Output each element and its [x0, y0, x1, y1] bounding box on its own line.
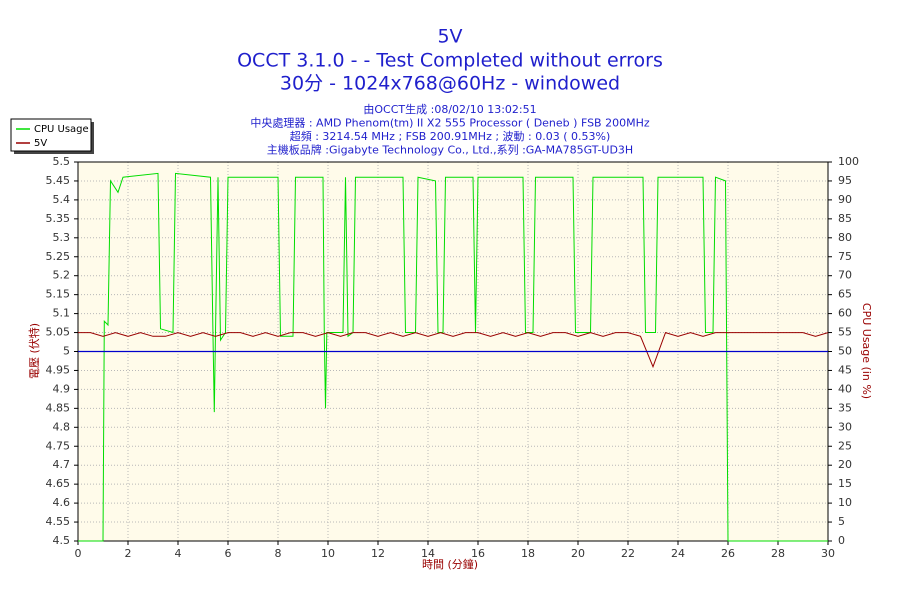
- y-tick-label: 4.75: [46, 439, 71, 452]
- x-tick-label: 20: [571, 547, 585, 560]
- y2-tick-label: 50: [838, 345, 852, 358]
- y2-axis-label: CPU Usage (in %): [860, 303, 873, 399]
- y-tick-label: 5.05: [46, 326, 71, 339]
- x-tick-label: 0: [75, 547, 82, 560]
- y-tick-label: 4.7: [53, 458, 71, 471]
- y2-tick-label: 60: [838, 307, 852, 320]
- y-tick-label: 5.2: [53, 269, 71, 282]
- y-tick-label: 4.85: [46, 401, 71, 414]
- x-tick-label: 30: [821, 547, 835, 560]
- x-tick-label: 6: [225, 547, 232, 560]
- y-tick-label: 4.6: [53, 496, 71, 509]
- y2-tick-label: 90: [838, 193, 852, 206]
- y2-tick-label: 10: [838, 496, 852, 509]
- chart-title: 5V: [437, 26, 462, 48]
- y-tick-label: 4.55: [46, 515, 71, 528]
- y2-tick-label: 70: [838, 269, 852, 282]
- x-tick-label: 18: [521, 547, 535, 560]
- y2-tick-label: 25: [838, 439, 852, 452]
- y2-tick-label: 100: [838, 155, 859, 168]
- y2-tick-label: 15: [838, 477, 852, 490]
- legend-box: [10, 118, 92, 152]
- x-tick-label: 16: [471, 547, 485, 560]
- subtitle: 主機板品牌 :Gigabyte Technology Co., Ltd.,系列 …: [267, 143, 633, 157]
- x-tick-label: 22: [621, 547, 635, 560]
- x-tick-label: 28: [771, 547, 785, 560]
- y2-tick-label: 55: [838, 326, 852, 339]
- y-tick-label: 4.65: [46, 477, 71, 490]
- x-tick-label: 24: [671, 547, 685, 560]
- y2-tick-label: 80: [838, 231, 852, 244]
- y-tick-label: 5.25: [46, 250, 71, 263]
- y-axis-label: 電壓 (伏特): [27, 323, 41, 379]
- y2-tick-label: 65: [838, 288, 852, 301]
- y2-tick-label: 45: [838, 363, 852, 376]
- x-tick-label: 2: [125, 547, 132, 560]
- x-tick-label: 8: [275, 547, 282, 560]
- y-tick-label: 5.45: [46, 174, 71, 187]
- y2-tick-label: 85: [838, 212, 852, 225]
- y-tick-label: 5.5: [53, 155, 71, 168]
- x-tick-label: 26: [721, 547, 735, 560]
- y-tick-label: 5.4: [53, 193, 71, 206]
- subtitle: 由OCCT生成 :08/02/10 13:02:51: [363, 102, 536, 116]
- y2-tick-label: 30: [838, 420, 852, 433]
- series-line: [78, 331, 829, 369]
- y2-tick-label: 20: [838, 458, 852, 471]
- y2-tick-label: 95: [838, 174, 852, 187]
- y2-tick-label: 5: [838, 515, 845, 528]
- y-tick-label: 4.8: [53, 420, 71, 433]
- y-tick-label: 5.3: [53, 231, 71, 244]
- legend-label: 5V: [34, 138, 47, 149]
- legend-label: CPU Usage: [34, 124, 89, 135]
- subtitle: 中央處理器 : AMD Phenom(tm) II X2 555 Process…: [250, 116, 650, 130]
- y-tick-label: 4.5: [53, 534, 71, 547]
- y-tick-label: 4.95: [46, 363, 71, 376]
- y2-tick-label: 0: [838, 534, 845, 547]
- x-tick-label: 12: [371, 547, 385, 560]
- y2-tick-label: 40: [838, 382, 852, 395]
- subtitle: 超頻 : 3214.54 MHz ; FSB 200.91MHz ; 波動 : …: [290, 129, 611, 143]
- y2-tick-label: 75: [838, 250, 852, 263]
- x-axis-label: 時間 (分鐘): [422, 557, 478, 571]
- y-tick-label: 4.9: [53, 382, 71, 395]
- y-tick-label: 5.35: [46, 212, 71, 225]
- y-tick-label: 5.1: [53, 307, 71, 320]
- x-tick-label: 14: [421, 547, 435, 560]
- y-tick-label: 5: [63, 345, 70, 358]
- chart-title: OCCT 3.1.0 - - Test Completed without er…: [237, 50, 663, 72]
- x-tick-label: 10: [321, 547, 335, 560]
- chart-title: 30分 - 1024x768@60Hz - windowed: [280, 73, 620, 95]
- y2-tick-label: 35: [838, 401, 852, 414]
- x-tick-label: 4: [175, 547, 182, 560]
- y-tick-label: 5.15: [46, 288, 71, 301]
